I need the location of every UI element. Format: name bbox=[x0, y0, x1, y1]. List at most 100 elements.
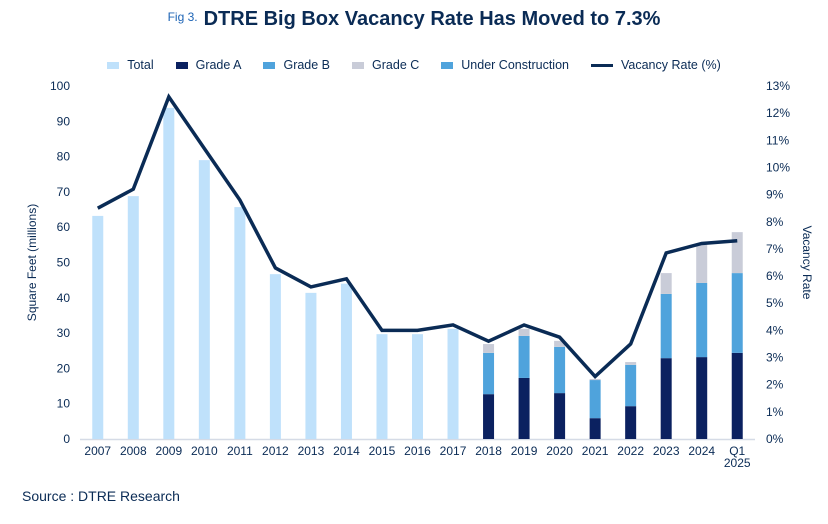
y2-tick-label: 11% bbox=[766, 133, 789, 147]
x-tick-label: 2011 bbox=[227, 444, 253, 458]
bar-segment-grade-b bbox=[625, 364, 637, 407]
x-tick-label: 2013 bbox=[298, 444, 325, 458]
y-tick-label: 90 bbox=[57, 114, 71, 128]
y2-tick-label: 13% bbox=[766, 79, 790, 93]
x-tick-label: 2014 bbox=[333, 444, 360, 458]
legend-item: Under Construction bbox=[441, 58, 569, 72]
y-tick-label: 80 bbox=[57, 150, 71, 164]
x-tick-label: 2010 bbox=[191, 444, 218, 458]
bar-segment-grade-a bbox=[696, 357, 708, 439]
chart-title: Fig 3. DTRE Big Box Vacancy Rate Has Move… bbox=[0, 8, 828, 31]
y2-tick-label: 12% bbox=[766, 106, 790, 120]
x-tick-label: 2012 bbox=[262, 444, 289, 458]
y2-tick-label: 2% bbox=[766, 378, 784, 392]
legend-item: Total bbox=[107, 58, 154, 72]
bar-total bbox=[412, 334, 423, 439]
legend-item: Grade C bbox=[352, 58, 419, 72]
y2-tick-label: 1% bbox=[766, 405, 784, 419]
bar-total bbox=[376, 334, 388, 439]
bar-segment-grade-b bbox=[660, 293, 672, 359]
y2-tick-label: 3% bbox=[766, 351, 784, 365]
x-tick-label: 2015 bbox=[369, 444, 396, 458]
bar-total bbox=[305, 292, 317, 439]
bar-segment-grade-c bbox=[731, 232, 743, 274]
bar-total bbox=[340, 283, 352, 439]
legend-label: Vacancy Rate (%) bbox=[620, 58, 721, 72]
x-tick-label: 2007 bbox=[84, 444, 111, 458]
bar-segment-grade-a bbox=[731, 352, 743, 439]
bar-segment-grade-b bbox=[554, 346, 566, 394]
legend-label: Total bbox=[127, 58, 154, 72]
bar-segment-grade-c bbox=[518, 328, 530, 336]
y-tick-label: 60 bbox=[57, 220, 71, 234]
legend-swatch bbox=[107, 61, 120, 69]
y-tick-label: 40 bbox=[57, 291, 71, 305]
y2-tick-label: 8% bbox=[766, 215, 784, 229]
bar-segment-grade-a bbox=[625, 406, 637, 439]
y-tick-label: 50 bbox=[57, 256, 71, 270]
legend-swatch bbox=[352, 61, 365, 69]
bar-segment-grade-c bbox=[554, 340, 566, 347]
y2-tick-label: 4% bbox=[766, 323, 784, 337]
x-tick-label: 2023 bbox=[653, 444, 680, 458]
x-tick-label: 2009 bbox=[155, 444, 182, 458]
bar-total bbox=[92, 215, 104, 439]
bar-total bbox=[163, 107, 175, 440]
title-text: DTRE Big Box Vacancy Rate Has Moved to 7… bbox=[203, 8, 661, 30]
y-tick-label: 10 bbox=[57, 397, 71, 411]
bar-segment-grade-b bbox=[696, 282, 708, 358]
x-tick-label: 2019 bbox=[511, 444, 538, 458]
y2-tick-label: 6% bbox=[766, 269, 784, 283]
bar-segment-grade-c bbox=[696, 244, 708, 283]
y-tick-label: 30 bbox=[57, 326, 71, 340]
bar-segment-grade-a bbox=[660, 358, 672, 439]
x-tick-label: 2016 bbox=[404, 444, 431, 458]
legend-item: Vacancy Rate (%) bbox=[590, 58, 721, 72]
legend-label: Grade A bbox=[195, 58, 242, 72]
legend-swatch bbox=[590, 63, 613, 67]
bar-total bbox=[234, 207, 246, 439]
source-note: Source : DTRE Research bbox=[22, 488, 180, 504]
bar-segment-grade-c bbox=[589, 378, 601, 381]
legend: Total Grade A Grade B Grade C Under Construc… bbox=[0, 58, 828, 72]
bar-segment-grade-b bbox=[731, 273, 743, 353]
y2-tick-label: 10% bbox=[766, 160, 790, 174]
legend-item: Grade A bbox=[175, 58, 242, 72]
y2-axis-label: Vacancy Rate bbox=[800, 226, 814, 300]
bar-segment-grade-a bbox=[483, 394, 495, 439]
legend-item: Grade B bbox=[263, 58, 330, 72]
x-tick-label: 2022 bbox=[617, 444, 644, 458]
figure-number: Fig 3. bbox=[167, 10, 198, 24]
bar-total bbox=[447, 328, 459, 439]
y-tick-label: 100 bbox=[50, 79, 70, 93]
legend-swatch bbox=[263, 61, 276, 69]
x-tick-label: 2025 bbox=[724, 456, 751, 470]
bar-total bbox=[269, 274, 281, 439]
bar-total bbox=[127, 196, 139, 439]
legend-label: Grade C bbox=[372, 58, 420, 72]
bar-segment-grade-b bbox=[589, 380, 601, 419]
y-tick-label: 0 bbox=[63, 432, 70, 446]
bar-segment-grade-a bbox=[589, 418, 601, 439]
y-axis-label: Square Feet (millions) bbox=[25, 204, 39, 321]
legend-label: Grade B bbox=[283, 58, 331, 72]
legend-swatch bbox=[175, 61, 188, 69]
bar-segment-grade-b bbox=[518, 335, 530, 378]
bar-segment-grade-c bbox=[625, 362, 637, 365]
bar-segment-grade-a bbox=[554, 393, 566, 439]
bar-segment-grade-a bbox=[518, 377, 530, 439]
bar-segment-grade-b bbox=[483, 352, 495, 395]
legend-swatch bbox=[441, 61, 454, 69]
x-tick-label: 2008 bbox=[120, 444, 147, 458]
x-tick-label: 2018 bbox=[475, 444, 502, 458]
y-tick-label: 70 bbox=[57, 185, 71, 199]
legend-label: Under Construction bbox=[461, 58, 569, 72]
x-tick-label: 2020 bbox=[546, 444, 573, 458]
y2-tick-label: 5% bbox=[766, 296, 784, 310]
y-tick-label: 20 bbox=[57, 361, 71, 375]
y2-tick-label: 0% bbox=[766, 432, 784, 446]
bar-segment-grade-c bbox=[483, 344, 495, 353]
x-tick-label: 2024 bbox=[688, 444, 715, 458]
bar-segment-grade-c bbox=[660, 273, 672, 294]
